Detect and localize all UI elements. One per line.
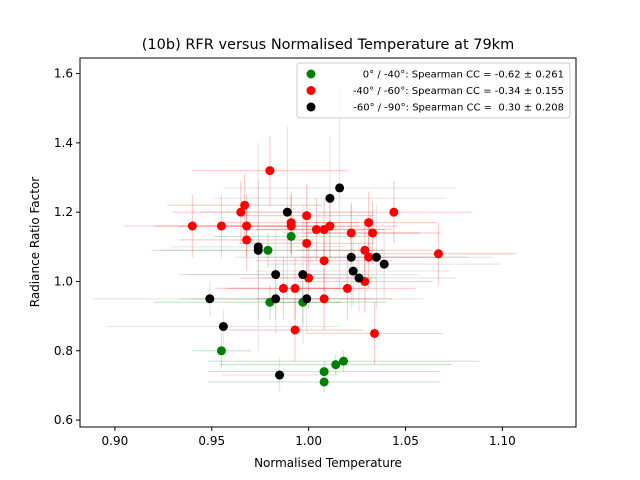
data-point-s1-p15 [311, 225, 321, 235]
data-point-s0-p1 [263, 245, 273, 255]
data-point-s2-p1 [218, 322, 228, 332]
data-point-s1-p3 [240, 200, 250, 210]
data-point-s1-p19 [325, 221, 335, 231]
legend-entry-0: 0° / -40°: Spearman CC = -0.62 ± 0.261 [363, 70, 564, 81]
legend-entry-2: -60° / -90°: Spearman CC = 0.30 ± 0.208 [353, 103, 564, 114]
data-point-s2-p10 [325, 193, 335, 203]
data-point-s0-p6 [319, 377, 329, 387]
data-point-s1-p10 [290, 283, 300, 293]
x-tick-label: 1.10 [489, 434, 516, 448]
data-point-s2-p15 [371, 252, 381, 262]
data-point-s1-p2 [236, 207, 246, 217]
legend-marker-0 [306, 69, 316, 79]
axes: 0.90 0.95 1.00 1.05 1.10 0.6 0.8 1.0 1.2 1.4 1.6 [54, 57, 577, 448]
legend-box [296, 62, 571, 119]
x-tick-label: 1.05 [392, 434, 419, 448]
plot-area [93, 83, 516, 393]
data-point-s1-p21 [346, 228, 356, 238]
data-point-s1-p9 [286, 221, 296, 231]
data-point-s1-p4 [242, 235, 252, 245]
data-point-s2-p16 [379, 259, 389, 269]
data-point-s2-p9 [302, 294, 312, 304]
data-point-s1-p23 [360, 245, 370, 255]
data-point-s2-p7 [282, 207, 292, 217]
data-point-s1-p5 [242, 221, 252, 231]
x-tick-label: 1.00 [295, 434, 322, 448]
legend-marker-2 [306, 102, 316, 112]
data-point-s1-p16 [319, 256, 329, 266]
data-point-s2-p6 [275, 370, 285, 380]
data-point-s1-p20 [342, 283, 352, 293]
data-point-s1-p6 [265, 166, 275, 176]
axes-frame [79, 57, 577, 428]
legend-entry-1: -40° / -60°: Spearman CC = -0.34 ± 0.155 [353, 86, 564, 97]
data-point-s0-p3 [286, 231, 296, 241]
y-axis-label: Radiance Ratio Factor [28, 177, 42, 308]
y-tick-label: 0.8 [54, 344, 73, 358]
data-point-s2-p3 [253, 245, 263, 255]
data-point-s1-p12 [302, 211, 312, 221]
data-point-s0-p7 [331, 360, 341, 370]
y-tick-label: 1.2 [54, 205, 73, 219]
data-point-s2-p12 [346, 252, 356, 262]
data-point-s0-p0 [216, 346, 226, 356]
legend: 0° / -40°: Spearman CC = -0.62 ± 0.261 -4… [296, 62, 571, 119]
data-point-s1-p0 [187, 221, 197, 231]
y-tick-label: 0.6 [54, 413, 73, 427]
x-axis-label: Normalised Temperature [254, 456, 402, 470]
y-tick-label: 1.0 [54, 274, 73, 288]
data-point-s1-p28 [389, 207, 399, 217]
data-point-s2-p5 [271, 294, 281, 304]
x-tick-label: 0.95 [198, 434, 225, 448]
data-point-s1-p27 [370, 328, 379, 338]
data-point-s1-p26 [368, 228, 378, 238]
data-point-s1-p13 [302, 238, 312, 248]
data-point-s0-p8 [339, 356, 348, 366]
data-point-s1-p24 [364, 218, 374, 228]
chart-title: (10b) RFR versus Normalised Temperature … [142, 37, 514, 53]
y-tick-label: 1.6 [54, 67, 73, 81]
y-tick-label: 1.4 [54, 136, 73, 150]
data-point-s2-p13 [348, 266, 358, 276]
data-point-s2-p4 [271, 270, 281, 280]
legend-marker-1 [306, 86, 316, 95]
data-point-s1-p17 [319, 294, 329, 304]
data-point-s2-p11 [335, 183, 345, 193]
data-point-s1-p11 [290, 325, 300, 335]
data-point-s1-p29 [433, 249, 443, 259]
data-point-s2-p8 [298, 270, 308, 280]
data-point-s1-p25 [364, 252, 374, 262]
x-tick-label: 0.90 [102, 434, 129, 448]
data-point-s2-p14 [354, 273, 364, 283]
data-point-s1-p1 [216, 221, 226, 231]
data-point-s1-p7 [278, 283, 288, 293]
data-point-s2-p0 [205, 294, 215, 304]
data-points [187, 166, 443, 387]
data-point-s0-p5 [319, 367, 329, 377]
